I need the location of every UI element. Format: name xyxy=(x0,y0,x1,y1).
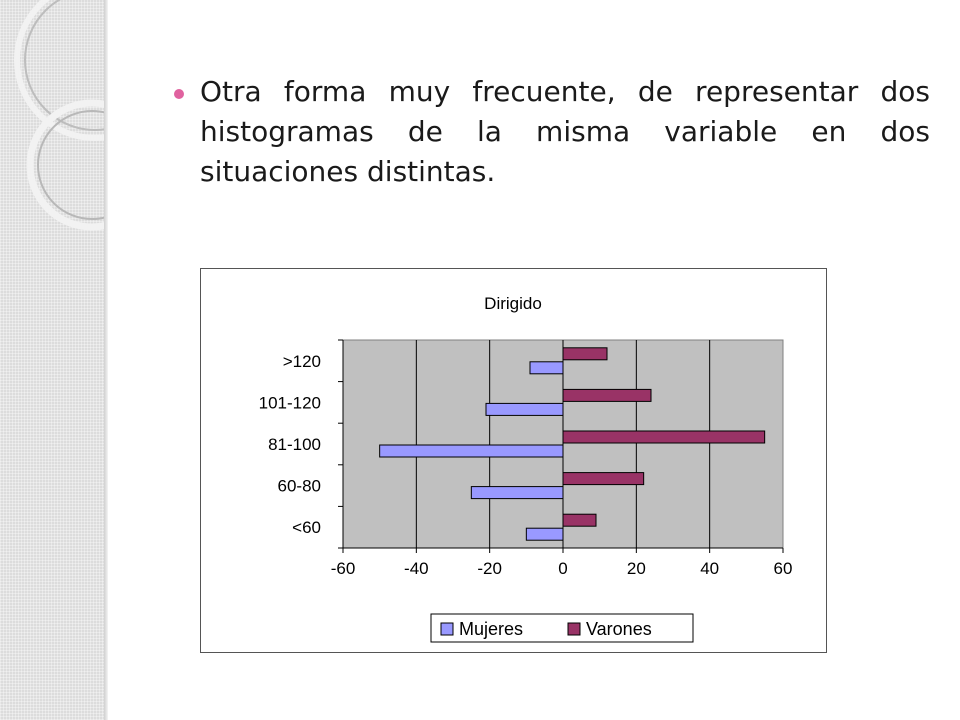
bullet-text: Otra forma muy frecuente, de representar… xyxy=(200,75,930,188)
bar-varones xyxy=(562,388,652,402)
legend-label-mujeres: Mujeres xyxy=(459,619,523,639)
x-tick-label: -20 xyxy=(477,559,502,578)
bar-varones xyxy=(562,472,645,486)
bar-mujeres xyxy=(525,527,564,541)
y-tick-label: 81-100 xyxy=(268,435,321,454)
bar-varones xyxy=(562,430,766,444)
y-tick-label: >120 xyxy=(283,352,321,371)
bullet-point: Otra forma muy frecuente, de representar… xyxy=(170,72,930,192)
x-tick-label: 40 xyxy=(700,559,719,578)
x-tick-label: 0 xyxy=(558,559,567,578)
bar-mujeres xyxy=(470,486,564,500)
y-tick-label: 101-120 xyxy=(259,393,321,412)
x-tick-label: 60 xyxy=(774,559,793,578)
chart-frame: Dirigido -60 -40 -20 0 20 40 60 >120 101-120 81-10… xyxy=(200,268,827,653)
side-strip-edge xyxy=(104,0,108,720)
bar-varones xyxy=(562,347,608,361)
decorative-circles xyxy=(14,0,106,231)
bullet-dot-icon xyxy=(174,89,184,99)
legend-label-varones: Varones xyxy=(586,619,652,639)
legend-swatch-mujeres xyxy=(440,622,454,636)
x-tick-label: -40 xyxy=(404,559,429,578)
x-tick-label: -60 xyxy=(331,559,356,578)
bar-mujeres xyxy=(529,361,564,375)
decorative-side-strip xyxy=(0,0,107,720)
legend-box xyxy=(430,613,694,643)
x-tick-label: 20 xyxy=(627,559,646,578)
bar-chart: Dirigido -60 -40 -20 0 20 40 60 >120 101-120 81-10… xyxy=(259,294,793,643)
y-tick-label: 60-80 xyxy=(278,477,321,496)
legend-swatch-varones xyxy=(567,622,581,636)
bar-mujeres xyxy=(485,402,564,416)
bar-mujeres xyxy=(379,444,564,458)
bar-varones xyxy=(562,513,597,527)
chart-title: Dirigido xyxy=(484,294,542,313)
y-tick-label: <60 xyxy=(292,518,321,537)
